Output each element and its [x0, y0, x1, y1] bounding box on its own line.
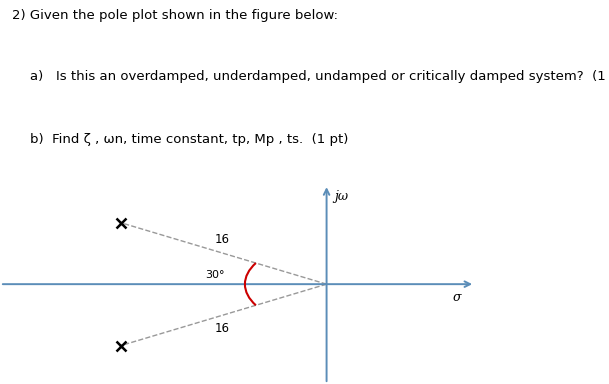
Text: 2) Given the pole plot shown in the figure below:: 2) Given the pole plot shown in the figu… — [12, 9, 338, 22]
Text: 16: 16 — [215, 322, 230, 335]
Text: σ: σ — [453, 291, 462, 304]
Text: a)   Is this an overdamped, underdamped, undamped or critically damped system?  : a) Is this an overdamped, underdamped, u… — [30, 70, 609, 83]
Text: 16: 16 — [215, 233, 230, 246]
Text: jω: jω — [334, 190, 348, 203]
Text: b)  Find ζ , ωn, time constant, tp, Mp , ts.  (1 pt): b) Find ζ , ωn, time constant, tp, Mp , … — [30, 133, 349, 146]
Text: 30°: 30° — [205, 270, 224, 280]
